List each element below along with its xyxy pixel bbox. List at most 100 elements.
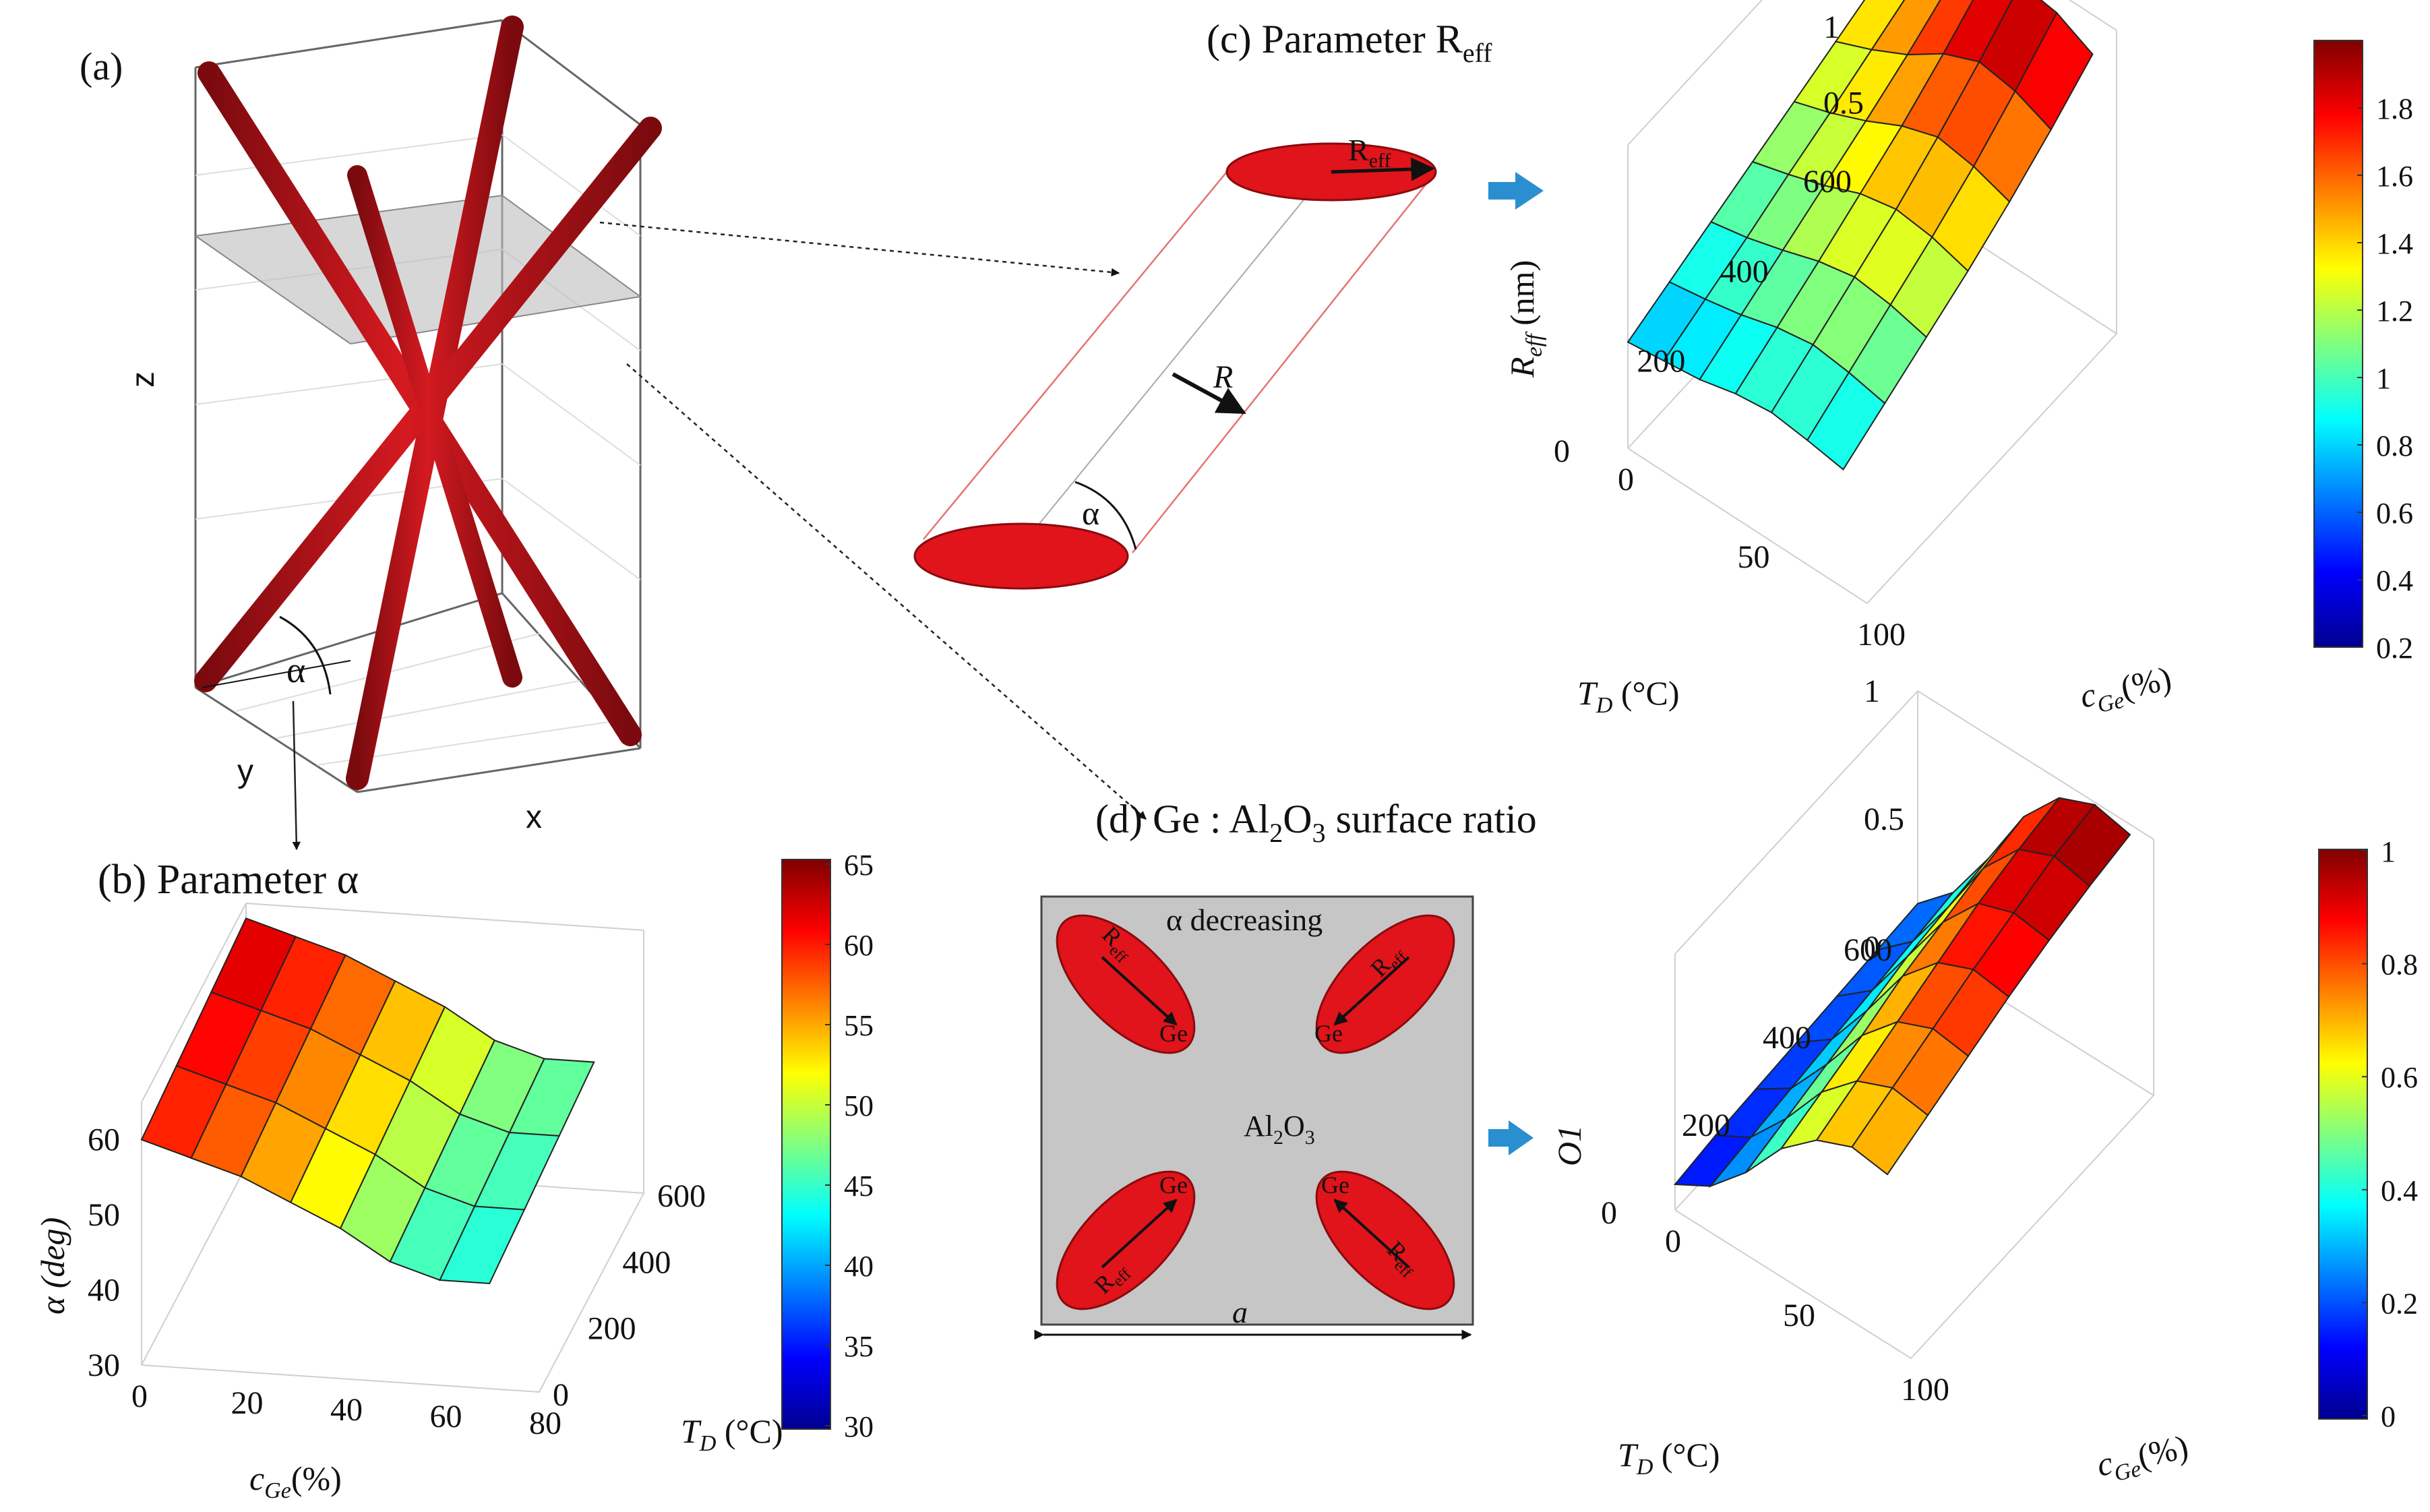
nanowire xyxy=(347,165,522,688)
colorbar-tick-label: 35 xyxy=(844,1330,874,1363)
colorbar-tick-label: 1 xyxy=(2381,835,2396,868)
y-axis-label: y xyxy=(237,754,253,789)
x-tick-label: 100 xyxy=(1901,1372,1949,1408)
y-tick-label: 0 xyxy=(553,1377,569,1413)
colorbar-tick-label: 60 xyxy=(844,929,874,962)
panel-b-text: (b) Parameter α α (deg) cGe(%) TD (°C) xyxy=(34,857,783,1503)
x-tick-label: 80 xyxy=(529,1405,561,1441)
blue-arrow-c xyxy=(1488,172,1544,210)
x-tick-label: 50 xyxy=(1783,1298,1815,1333)
nanowires xyxy=(194,16,662,790)
x-tick-label: 0 xyxy=(1665,1223,1681,1259)
z-axis-label: z xyxy=(125,371,161,388)
ge-label-tr: Ge xyxy=(1314,1020,1343,1047)
z-tick-label: 0.5 xyxy=(1823,86,1864,121)
z-tick-label: 40 xyxy=(88,1273,120,1308)
colorbar-tick-label: 1.2 xyxy=(2376,295,2413,328)
colorbar-tick-label: 0.4 xyxy=(2376,564,2413,597)
al2o3-center-label: Al2O3 xyxy=(1244,1110,1315,1149)
ge-label-bl: Ge xyxy=(1159,1172,1188,1199)
angle-arc-a xyxy=(279,615,332,695)
z-tick-label: 60 xyxy=(88,1122,120,1158)
x-tick-label: 0 xyxy=(131,1379,148,1414)
colorbar-tick-label: 40 xyxy=(844,1250,874,1283)
colorbar-tick-label: 0.2 xyxy=(2376,632,2413,665)
y-tick-label: 200 xyxy=(1637,344,1685,380)
colorbar-tick-label: 0.6 xyxy=(2381,1061,2418,1094)
d-ylabel: TD (°C) xyxy=(1618,1436,1720,1480)
c-ylabel: TD (°C) xyxy=(1577,674,1680,718)
y-tick-label: 600 xyxy=(1803,164,1852,200)
leader-lines xyxy=(292,221,1147,851)
ge-island-tl xyxy=(1056,914,1196,1054)
b-ylabel: TD (°C) xyxy=(681,1412,783,1456)
y-tick-label: 200 xyxy=(588,1311,636,1347)
colorbar-tick-label: 0.2 xyxy=(2381,1287,2418,1320)
panel-d-title: (d) Ge : Al2O3 surface ratio xyxy=(1095,797,1537,848)
y-tick-label: 0 xyxy=(1554,433,1570,469)
ge-island-bl xyxy=(1056,1170,1196,1310)
ge-label-br: Ge xyxy=(1321,1172,1349,1199)
colorbar-tick-label: 50 xyxy=(844,1089,874,1122)
y-tick-label: 600 xyxy=(657,1178,706,1214)
y-tick-label: 400 xyxy=(1720,253,1769,289)
y-tick-label: 0 xyxy=(1601,1195,1617,1231)
x-tick-label: 100 xyxy=(1857,617,1906,653)
surface-patch xyxy=(1806,371,1886,471)
colorbar-tick-label: 0.8 xyxy=(2376,429,2413,462)
c-zlabel: Reff (nm) xyxy=(1503,260,1547,378)
d-xlabel: cGe(%) xyxy=(2094,1428,2193,1490)
x-tick-label: 0 xyxy=(1618,462,1634,497)
surface xyxy=(1673,797,2131,1188)
colorbar-b xyxy=(781,859,831,1430)
x-tick-label: 50 xyxy=(1738,539,1770,575)
surface xyxy=(140,917,595,1285)
box-width-label: a xyxy=(1232,1295,1248,1329)
colorbar-tick-label: 65 xyxy=(844,849,874,882)
panel-d-text: O1 cGe(%) TD (°C) xyxy=(1550,1125,2193,1490)
cyl-radius-label: R xyxy=(1213,359,1233,395)
z-tick-label: 0 xyxy=(1864,930,1880,965)
z-tick-label: 50 xyxy=(88,1197,120,1233)
colorbar-tick-label: 1.8 xyxy=(2376,92,2413,125)
d-zlabel: O1 xyxy=(1550,1125,1588,1166)
colorbar-tick-label: 0 xyxy=(2381,1400,2396,1433)
b-xlabel: cGe(%) xyxy=(249,1459,342,1503)
cyl-reff-label: Reff xyxy=(1348,133,1391,172)
y-tick-label: 200 xyxy=(1682,1108,1730,1143)
panel-b-title: (b) Parameter α xyxy=(98,857,359,903)
surface-patch xyxy=(1851,1087,1929,1176)
z-tick-label: 30 xyxy=(88,1348,120,1383)
ge-island-br xyxy=(1315,1170,1455,1310)
colorbar-ticks: 65 60 55 50 45 40 35 30 1.8 1.6 1.4 1.2 1 0.8 0.6 0.4 0.… xyxy=(825,92,2418,1443)
alpha-decreasing-label: α decreasing xyxy=(1166,903,1323,937)
x-tick-label: 40 xyxy=(330,1392,363,1428)
x-tick-label: 60 xyxy=(430,1399,462,1434)
panel-c-text: Reff (nm) cGe(%) TD (°C) xyxy=(1503,260,2176,721)
x-axis-label: x xyxy=(526,799,542,835)
panel-a: (a) xyxy=(80,16,1147,851)
panel-a-label: (a) xyxy=(80,44,123,88)
colorbar-tick-label: 45 xyxy=(844,1170,874,1203)
blue-arrow-d xyxy=(1488,1120,1533,1155)
ge-island-tr xyxy=(1315,914,1455,1054)
b-zlabel: α (deg) xyxy=(34,1217,71,1314)
cyl-angle-label: α xyxy=(1082,494,1099,532)
cylinder-schematic: (c) Parameter Reff Reff R α xyxy=(913,17,1492,590)
colorbar-tick-label: 1.6 xyxy=(2376,160,2413,193)
colorbar-tick-label: 0.4 xyxy=(2381,1174,2418,1207)
surface xyxy=(1627,0,2094,471)
colorbar-tick-label: 1.4 xyxy=(2376,227,2413,260)
c-xlabel: cGe(%) xyxy=(2077,659,2176,721)
surface-patch xyxy=(438,1205,526,1285)
panel-d-schematic: (d) Ge : Al2O3 surface ratio α decreasin… xyxy=(1034,797,1537,1340)
colorbar-tick-label: 1 xyxy=(2376,362,2391,395)
colorbar-tick-label: 0.8 xyxy=(2381,948,2418,981)
ge-label-tl: Ge xyxy=(1159,1020,1188,1047)
colorbar-tick-label: 0.6 xyxy=(2376,497,2413,530)
y-tick-label: 600 xyxy=(1844,932,1892,968)
y-tick-label: 400 xyxy=(622,1244,671,1280)
